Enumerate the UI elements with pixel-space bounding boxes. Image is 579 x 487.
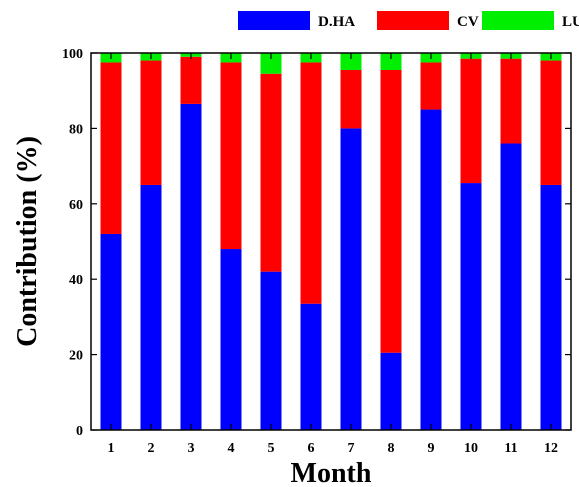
y-tick-label: 100	[62, 47, 83, 62]
bar-cv-9	[420, 62, 442, 110]
bar-cv-12	[540, 60, 562, 185]
bar-d-ha-7	[340, 128, 362, 430]
plot-frame	[90, 52, 572, 431]
y-tick-label: 40	[69, 273, 83, 288]
y-tick-label: 80	[69, 122, 83, 137]
y-axis: 0 20 40 60 80 100	[62, 47, 571, 439]
bar-d-ha-5	[260, 271, 282, 430]
legend-label: CV	[457, 14, 479, 30]
y-axis-label: Contribution (%)	[12, 136, 43, 347]
bar-cv-2	[140, 60, 162, 185]
bar-d-ha-12	[540, 184, 562, 430]
x-tick-label: 2	[148, 441, 155, 456]
legend-swatch-cv	[377, 11, 449, 30]
x-tick-label: 5	[268, 441, 275, 456]
x-tick-label: 3	[188, 441, 195, 456]
legend-swatch-d-ha	[238, 11, 310, 30]
bar-d-ha-8	[380, 352, 402, 430]
x-tick-label: 1	[108, 441, 115, 456]
x-tick-label: 9	[428, 441, 435, 456]
x-axis: 1 2 3 4 5 6 7 8 9 10 11 12	[108, 53, 558, 456]
bar-cv-10	[460, 58, 482, 184]
legend-label: LU	[562, 14, 579, 30]
legend: D.HA CV LU	[238, 11, 579, 30]
bar-d-ha-11	[500, 143, 522, 431]
bar-cv-6	[300, 62, 322, 304]
bar-d-ha-6	[300, 303, 322, 430]
bar-d-ha-10	[460, 183, 482, 430]
legend-label: D.HA	[318, 14, 355, 30]
x-tick-label: 4	[228, 441, 235, 456]
x-tick-label: 7	[348, 441, 355, 456]
bar-cv-8	[380, 69, 402, 353]
legend-swatch-lu	[482, 11, 554, 30]
bar-cv-5	[260, 73, 282, 272]
bar-cv-4	[220, 62, 242, 250]
x-tick-label: 10	[464, 441, 478, 456]
y-tick-label: 60	[69, 198, 83, 213]
x-axis-label: Month	[291, 458, 372, 487]
bar-d-ha-2	[140, 184, 162, 430]
y-tick-label: 20	[69, 349, 83, 364]
bar-lu-7	[340, 53, 362, 70]
x-tick-label: 12	[544, 441, 558, 456]
bars	[100, 53, 562, 431]
bar-cv-1	[100, 62, 122, 234]
bar-d-ha-3	[180, 103, 202, 431]
bar-lu-8	[380, 53, 402, 70]
bar-cv-3	[180, 56, 202, 104]
y-tick-label: 0	[76, 424, 83, 439]
bar-d-ha-9	[420, 109, 442, 431]
bar-cv-7	[340, 69, 362, 129]
x-tick-label: 6	[308, 441, 315, 456]
bar-lu-5	[260, 53, 282, 74]
x-tick-label: 11	[504, 441, 517, 456]
bar-d-ha-1	[100, 233, 122, 430]
bar-cv-11	[500, 58, 522, 144]
bar-d-ha-4	[220, 249, 242, 430]
x-tick-label: 8	[388, 441, 395, 456]
